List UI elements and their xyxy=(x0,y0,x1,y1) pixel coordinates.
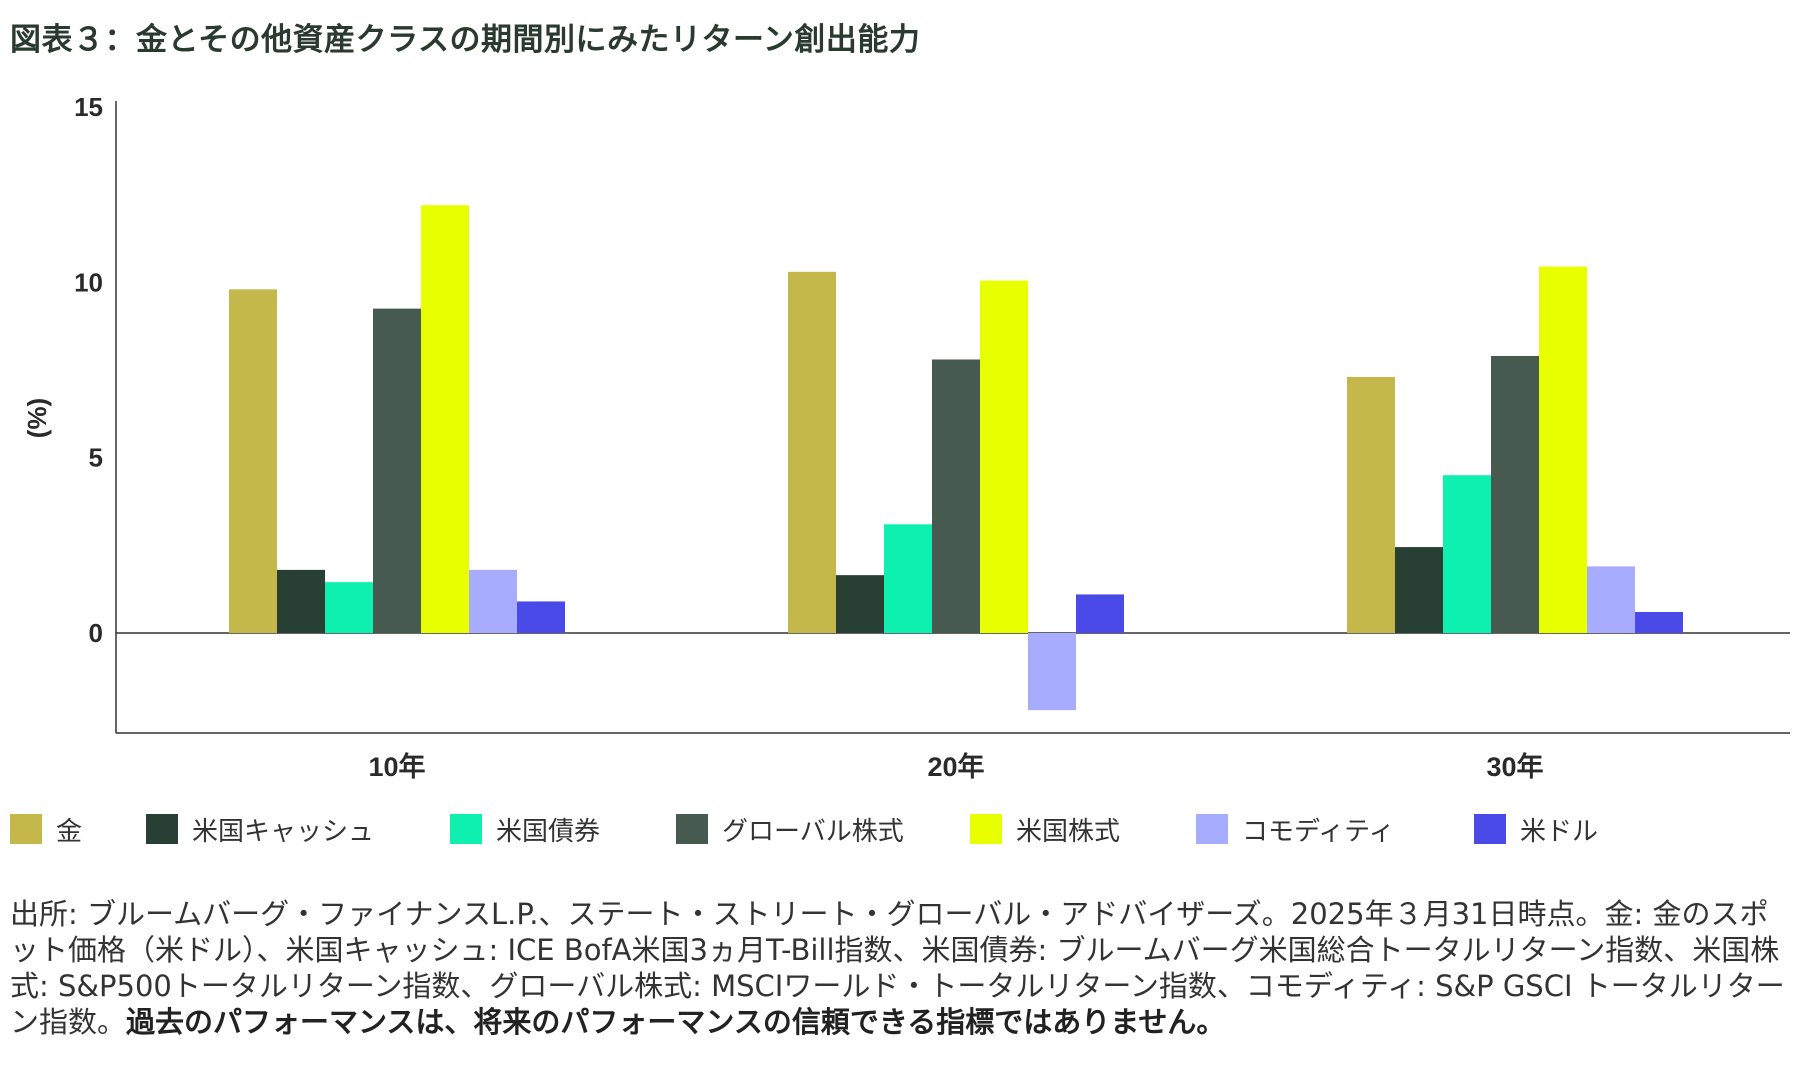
x-tick-label: 30年 xyxy=(1486,751,1543,782)
bar xyxy=(373,308,421,633)
source-text: 出所: ブルームバーグ・ファイナンスL.P.、ステート・ストリート・グローバル・… xyxy=(10,897,1785,1039)
legend-label: 米国株式 xyxy=(1016,816,1121,847)
legend-item: 米国株式 xyxy=(970,812,1121,847)
bar xyxy=(932,359,980,633)
legend-label: 米国キャッシュ xyxy=(192,816,375,847)
legend-swatch xyxy=(1196,814,1228,844)
legend-swatch xyxy=(970,814,1002,844)
bar xyxy=(884,524,932,633)
legend-item: グローバル株式 xyxy=(676,812,904,847)
x-tick-label: 20年 xyxy=(927,751,984,782)
y-tick-label: 10 xyxy=(74,267,103,297)
bar xyxy=(421,205,469,634)
bar xyxy=(325,582,373,633)
legend-label: 米国債券 xyxy=(496,816,601,847)
disclaimer-text: 過去のパフォーマンスは、将来のパフォーマンスの信頼できる指標ではありません。 xyxy=(126,1005,1226,1039)
legend-label: グローバル株式 xyxy=(722,816,904,847)
bar xyxy=(980,280,1028,633)
legend-label: 金 xyxy=(56,816,83,847)
legend-swatch xyxy=(146,814,178,844)
legend-swatch xyxy=(1474,814,1506,844)
y-tick-label: 15 xyxy=(74,92,103,122)
source-note: 出所: ブルームバーグ・ファイナンスL.P.、ステート・ストリート・グローバル・… xyxy=(10,896,1785,1040)
legend-label: 米ドル xyxy=(1520,816,1599,847)
legend-swatch xyxy=(676,814,708,844)
bar xyxy=(229,289,277,633)
bar xyxy=(1076,594,1124,633)
bar xyxy=(277,569,325,633)
legend-item: 米国キャッシュ xyxy=(146,812,375,847)
bar-chart: 0 5 10 15 (%) 10年 20年 30年 xyxy=(22,92,1790,782)
legend-item: 金 xyxy=(10,812,83,847)
legend-item: コモディティ xyxy=(1196,812,1395,847)
x-tick-label: 10年 xyxy=(368,751,425,782)
legend: 金 米国キャッシュ 米国債券 グローバル株式 米国株式 コモディティ 米ドル xyxy=(10,812,1790,847)
bar xyxy=(1347,377,1395,633)
bar xyxy=(788,271,836,633)
y-tick-label: 0 xyxy=(89,618,103,648)
legend-swatch xyxy=(10,814,42,844)
y-axis-label: (%) xyxy=(22,398,52,438)
bar xyxy=(1443,475,1491,633)
legend-item: 米国債券 xyxy=(450,812,601,847)
chart-title: 図表３：金とその他資産クラスの期間別にみたリターン創出能力 xyxy=(10,22,921,58)
legend-swatch xyxy=(450,814,482,844)
legend-item: 米ドル xyxy=(1474,812,1599,847)
bar xyxy=(1587,566,1635,633)
bar xyxy=(1395,547,1443,633)
bar xyxy=(836,575,884,633)
y-tick-label: 5 xyxy=(89,443,103,473)
bar xyxy=(517,601,565,633)
bar xyxy=(469,569,517,633)
bar xyxy=(1635,611,1683,633)
bar xyxy=(1491,355,1539,633)
bar xyxy=(1539,266,1587,633)
bar xyxy=(1028,633,1076,711)
legend-label: コモディティ xyxy=(1242,816,1395,847)
